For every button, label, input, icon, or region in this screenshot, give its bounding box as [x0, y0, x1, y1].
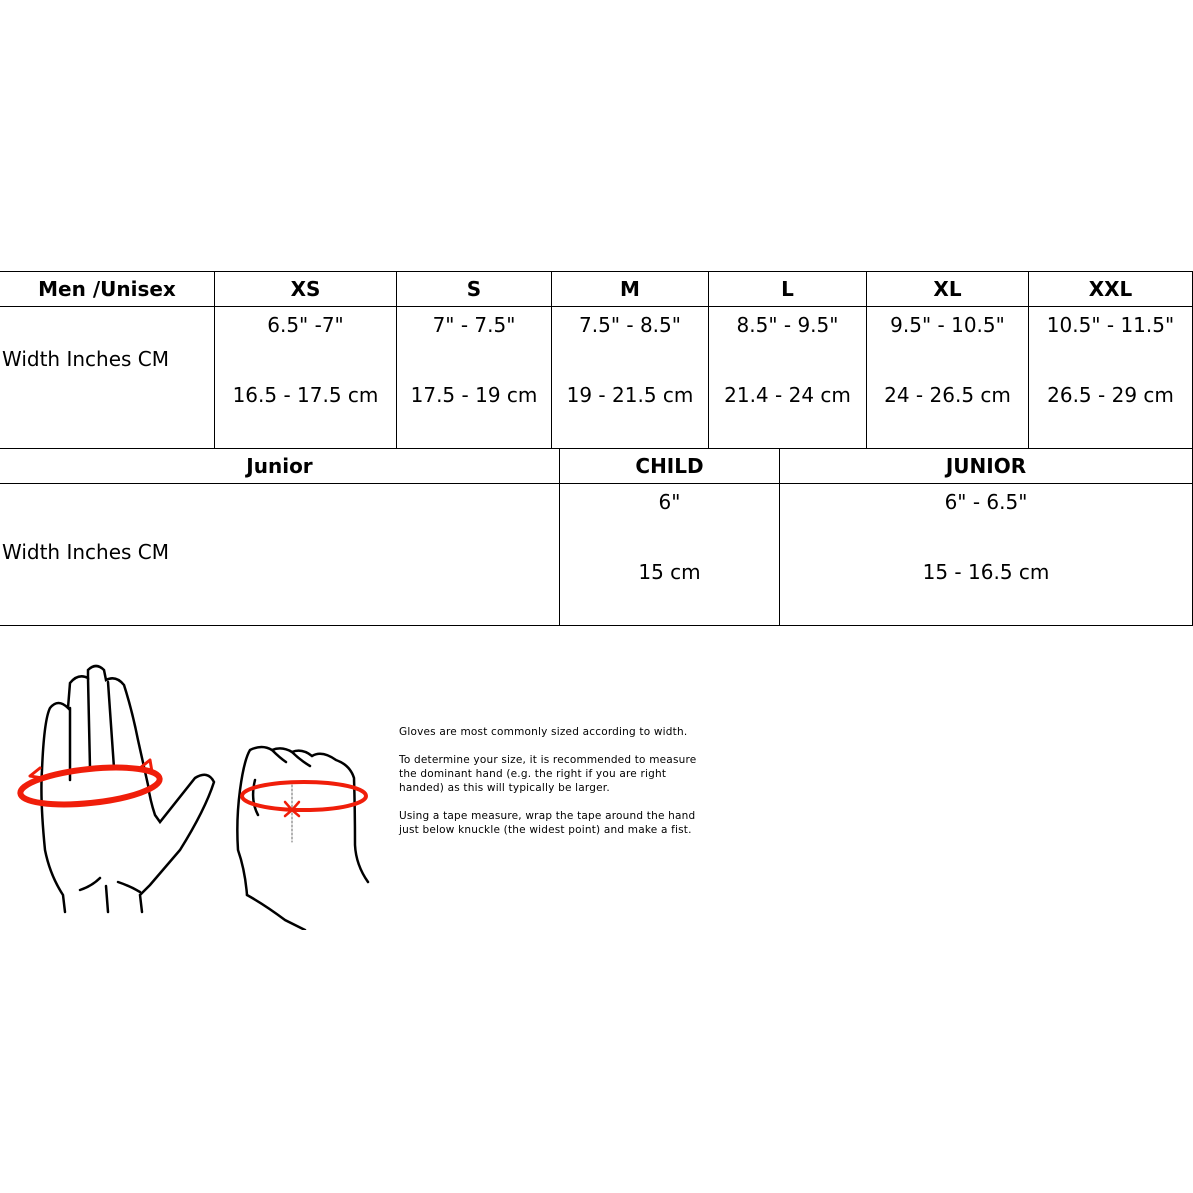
inches-value: 7.5" - 8.5" — [579, 313, 681, 337]
inches-value: 8.5" - 9.5" — [736, 313, 839, 337]
inches-value: 9.5" - 10.5" — [890, 313, 1005, 337]
header-cell: S — [397, 272, 552, 307]
value-cell: 7.5" - 8.5" 19 - 21.5 cm — [552, 307, 709, 449]
value-cell: Width Inches CM — [0, 307, 215, 449]
inches-value: 7" - 7.5" — [432, 313, 516, 337]
value-cell: Width Inches CM — [0, 484, 560, 626]
inches-value: 6" - 6.5" — [944, 490, 1028, 514]
instruction-1: Gloves are most commonly sized according… — [399, 726, 688, 738]
header-cell: L — [709, 272, 867, 307]
cm-value: 15 - 16.5 cm — [922, 560, 1050, 584]
inches-value: 6.5" -7" — [267, 313, 344, 337]
cm-value: 19 - 21.5 cm — [566, 383, 694, 407]
cm-value: 16.5 - 17.5 cm — [232, 383, 379, 407]
value-cell: 7" - 7.5" 17.5 - 19 cm — [397, 307, 552, 449]
inches-value: 6" — [658, 490, 681, 514]
cm-value: 24 - 26.5 cm — [884, 383, 1011, 407]
value-cell: 6" 15 cm — [560, 484, 780, 626]
header-cell: XL — [867, 272, 1029, 307]
header-cell: Junior — [0, 449, 560, 484]
row-label: Width Inches CM — [2, 347, 170, 371]
header-cell: Men /Unisex — [0, 272, 215, 307]
cm-value: 15 cm — [638, 560, 701, 584]
value-cell: 10.5" - 11.5" 26.5 - 29 cm — [1029, 307, 1193, 449]
header-cell: CHILD — [560, 449, 780, 484]
instruction-2: To determine your size, it is recommende… — [399, 754, 697, 794]
men-size-table: Men /Unisex Width Inches CM XS 6.5" -7" 16.5… — [0, 271, 1193, 449]
header-cell: XXL — [1029, 272, 1193, 307]
inches-value: 10.5" - 11.5" — [1046, 313, 1175, 337]
instruction-3: Using a tape measure, wrap the tape arou… — [399, 810, 696, 836]
cm-value: 21.4 - 24 cm — [724, 383, 851, 407]
value-cell: 6" - 6.5" 15 - 16.5 cm — [780, 484, 1193, 626]
value-cell: 6.5" -7" 16.5 - 17.5 cm — [215, 307, 397, 449]
header-cell: M — [552, 272, 709, 307]
header-cell: JUNIOR — [780, 449, 1193, 484]
header-cell: XS — [215, 272, 397, 307]
value-cell: 8.5" - 9.5" 21.4 - 24 cm — [709, 307, 867, 449]
value-cell: 9.5" - 10.5" 24 - 26.5 cm — [867, 307, 1029, 449]
cm-value: 17.5 - 19 cm — [410, 383, 538, 407]
measuring-instructions: Gloves are most commonly sized according… — [399, 725, 714, 851]
row-label: Width Inches CM — [2, 540, 170, 564]
junior-size-table: Junior Width Inches CM CHILD 6" 15 cm JUNIOR 6… — [0, 448, 1193, 626]
open-hand-measure-illustration — [17, 664, 370, 930]
cm-value: 26.5 - 29 cm — [1047, 383, 1174, 407]
